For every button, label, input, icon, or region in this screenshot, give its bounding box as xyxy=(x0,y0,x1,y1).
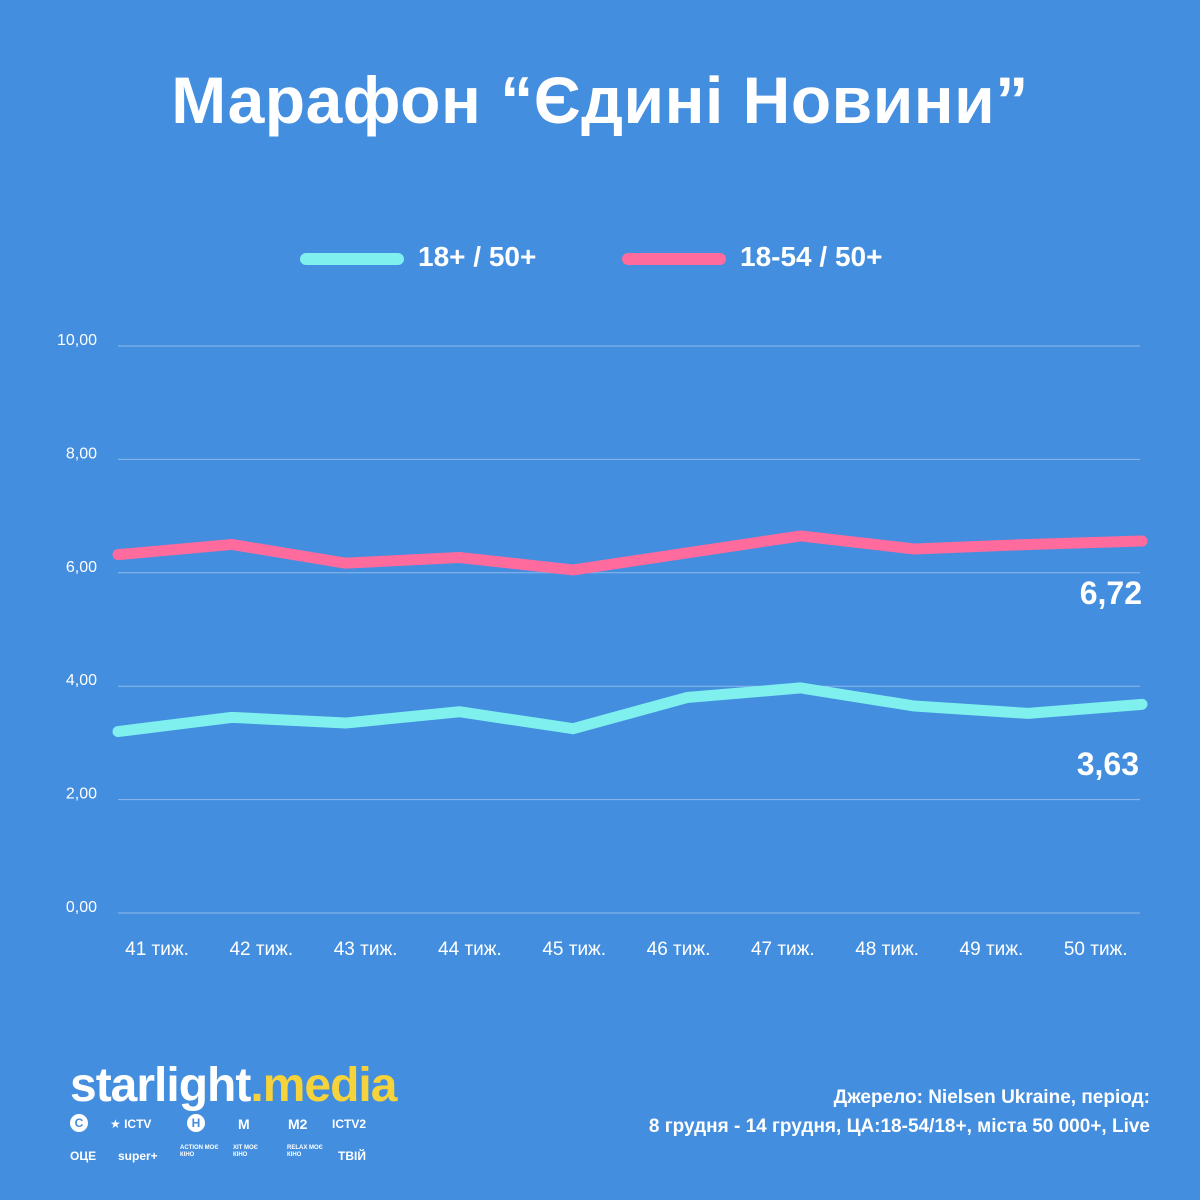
end-value-label: 3,63 xyxy=(1077,746,1139,782)
channel-logo-tviy: ТВІЙ xyxy=(338,1149,366,1163)
end-value-label: 6,72 xyxy=(1080,575,1142,611)
legend-label-series-2: 18-54 / 50+ xyxy=(740,241,883,272)
x-tick-label: 44 тиж. xyxy=(438,939,502,960)
channel-logo-stb: С xyxy=(70,1114,88,1132)
y-tick-label: 4,00 xyxy=(66,672,97,689)
x-tick-label: 50 тиж. xyxy=(1064,939,1128,960)
x-tick-label: 49 тиж. xyxy=(960,939,1024,960)
series-line-1 xyxy=(112,682,1148,738)
channel-logo-m1: M xyxy=(238,1116,250,1132)
channel-logo-relax-kino: RELAX МОЄ КІНО xyxy=(287,1145,323,1158)
logo-main-text: starlight xyxy=(70,1059,251,1112)
channel-logo-novyi: Н xyxy=(187,1114,205,1132)
logo-dot: . xyxy=(250,1059,263,1112)
series-line-2 xyxy=(112,530,1148,576)
x-tick-label: 45 тиж. xyxy=(542,939,606,960)
data-source-note: Джерело: Nielsen Ukraine, період: 8 груд… xyxy=(649,1083,1150,1141)
source-line-1: Джерело: Nielsen Ukraine, період: xyxy=(833,1087,1150,1108)
channel-logos: С ★ ICTV Н M M2 ICTV2 ОЦЕ super+ ACTION … xyxy=(70,1112,390,1172)
x-tick-label: 43 тиж. xyxy=(334,939,398,960)
chart-legend: 18+ / 50+ 18-54 / 50+ xyxy=(0,238,1200,278)
x-tick-label: 46 тиж. xyxy=(647,939,711,960)
legend-label-series-1: 18+ / 50+ xyxy=(418,241,537,272)
channel-logo-otse: ОЦЕ xyxy=(70,1149,97,1163)
y-tick-label: 6,00 xyxy=(66,559,97,576)
y-tick-label: 0,00 xyxy=(66,899,97,916)
legend-swatch-series-1 xyxy=(300,253,404,265)
channel-logo-m2: M2 xyxy=(288,1116,308,1132)
source-line-2: 8 грудня - 14 грудня, ЦА:18-54/18+, міст… xyxy=(648,1116,1150,1137)
y-tick-label: 2,00 xyxy=(66,786,97,803)
logo-accent-text: media xyxy=(262,1059,398,1112)
channel-logo-action-kino: ACTION МОЄ КІНО xyxy=(180,1145,219,1158)
page-title: Марафон “Єдині Новини” xyxy=(171,63,1029,137)
y-tick-label: 8,00 xyxy=(66,445,97,462)
x-tick-label: 42 тиж. xyxy=(229,939,293,960)
y-tick-label: 10,00 xyxy=(57,332,97,349)
legend-swatch-series-2 xyxy=(622,253,726,265)
channel-logo-hit-kino: ХІТ МОЄ КІНО xyxy=(233,1145,258,1158)
channel-logo-ictv: ★ ICTV xyxy=(110,1117,152,1131)
channel-logo-ictv2: ICTV2 xyxy=(332,1117,367,1131)
x-tick-label: 41 тиж. xyxy=(125,939,189,960)
starlight-media-logo: starlight.media xyxy=(70,1058,398,1113)
line-chart: 0,00 2,00 4,00 6,00 8,00 10,00 41 тиж. 42 тиж. 4… xyxy=(57,332,1148,960)
channel-logo-super: super+ xyxy=(118,1149,158,1163)
x-tick-label: 48 тиж. xyxy=(855,939,919,960)
x-tick-label: 47 тиж. xyxy=(751,939,815,960)
